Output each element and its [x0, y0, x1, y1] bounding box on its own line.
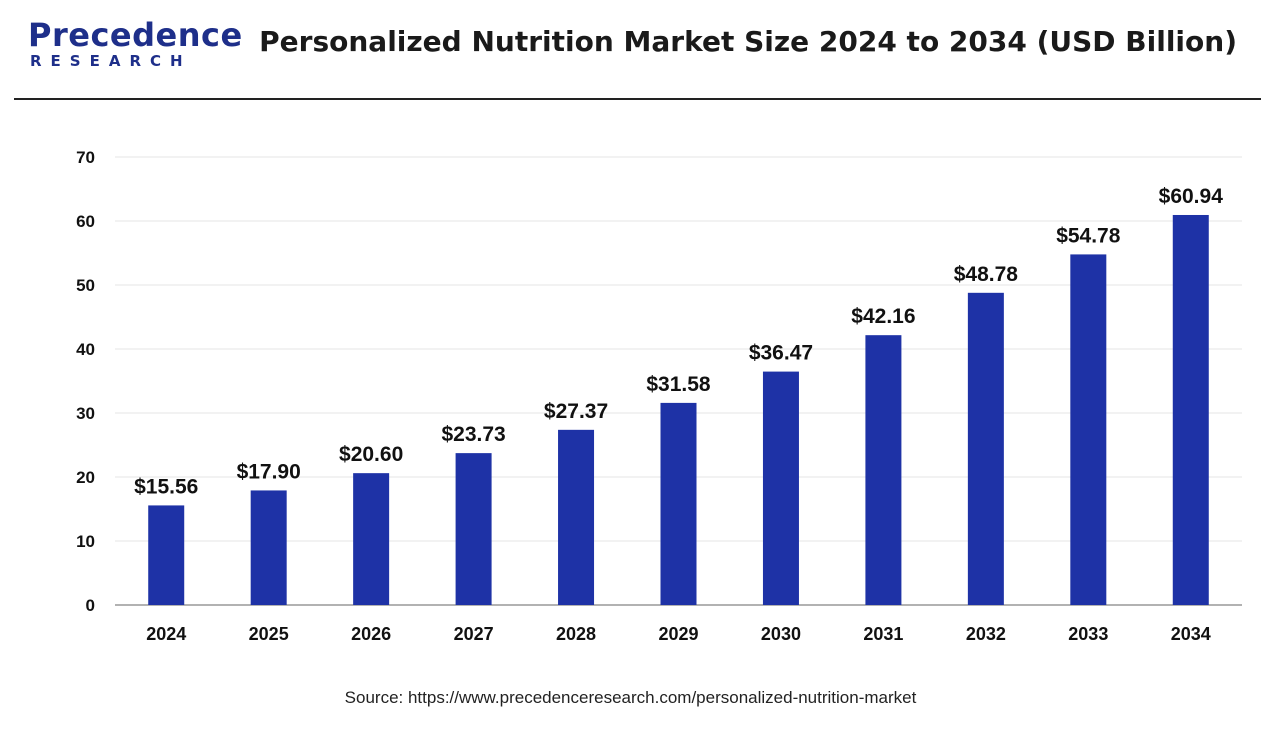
y-tick-label: 50: [76, 276, 95, 295]
bar-value-label: $23.73: [441, 423, 505, 446]
bar-chart: 010203040506070$15.562024$17.902025$20.6…: [76, 148, 1242, 644]
x-tick-label: 2025: [249, 624, 289, 644]
bar: [455, 453, 492, 605]
bar-value-label: $15.56: [134, 475, 198, 498]
bar-value-label: $42.16: [851, 305, 915, 328]
x-tick-label: 2027: [454, 624, 494, 644]
bar: [250, 490, 287, 605]
header: Precedence RESEARCH Personalized Nutriti…: [0, 0, 1261, 100]
bar: [967, 292, 1004, 605]
bar-value-label: $36.47: [749, 342, 813, 365]
x-tick-label: 2033: [1068, 624, 1108, 644]
y-tick-label: 30: [76, 404, 95, 423]
bar-value-label: $17.90: [237, 460, 301, 483]
bar-value-label: $54.78: [1056, 224, 1121, 247]
x-tick-label: 2026: [351, 624, 391, 644]
y-tick-label: 10: [76, 532, 95, 551]
bar: [865, 335, 902, 605]
bar-value-label: $27.37: [544, 400, 608, 423]
x-tick-label: 2028: [556, 624, 596, 644]
bar-value-label: $48.78: [954, 263, 1019, 286]
chart-title: Personalized Nutrition Market Size 2024 …: [259, 25, 1237, 58]
header-divider: [14, 98, 1261, 100]
bar: [558, 429, 595, 605]
x-tick-label: 2034: [1171, 624, 1211, 644]
bar: [762, 371, 799, 605]
y-tick-label: 20: [76, 468, 95, 487]
y-tick-label: 40: [76, 340, 95, 359]
y-tick-label: 60: [76, 212, 95, 231]
brand-logo: Precedence RESEARCH: [28, 16, 242, 76]
logo-sub-text: RESEARCH: [30, 52, 192, 70]
bar: [1172, 214, 1209, 605]
y-tick-label: 0: [86, 596, 95, 615]
y-tick-label: 70: [76, 148, 95, 167]
source-note: Source: https://www.precedenceresearch.c…: [344, 688, 917, 707]
logo-main-text: Precedence: [28, 16, 243, 54]
x-tick-label: 2032: [966, 624, 1006, 644]
bar: [353, 473, 390, 605]
bar: [148, 505, 185, 605]
x-tick-label: 2030: [761, 624, 801, 644]
x-tick-label: 2031: [863, 624, 903, 644]
x-tick-label: 2024: [146, 624, 186, 644]
bar-value-label: $31.58: [646, 373, 711, 396]
x-tick-label: 2029: [658, 624, 698, 644]
bar-value-label: $20.60: [339, 443, 403, 466]
bar-value-label: $60.94: [1159, 185, 1224, 208]
bar: [660, 402, 697, 605]
bar: [1070, 254, 1107, 605]
